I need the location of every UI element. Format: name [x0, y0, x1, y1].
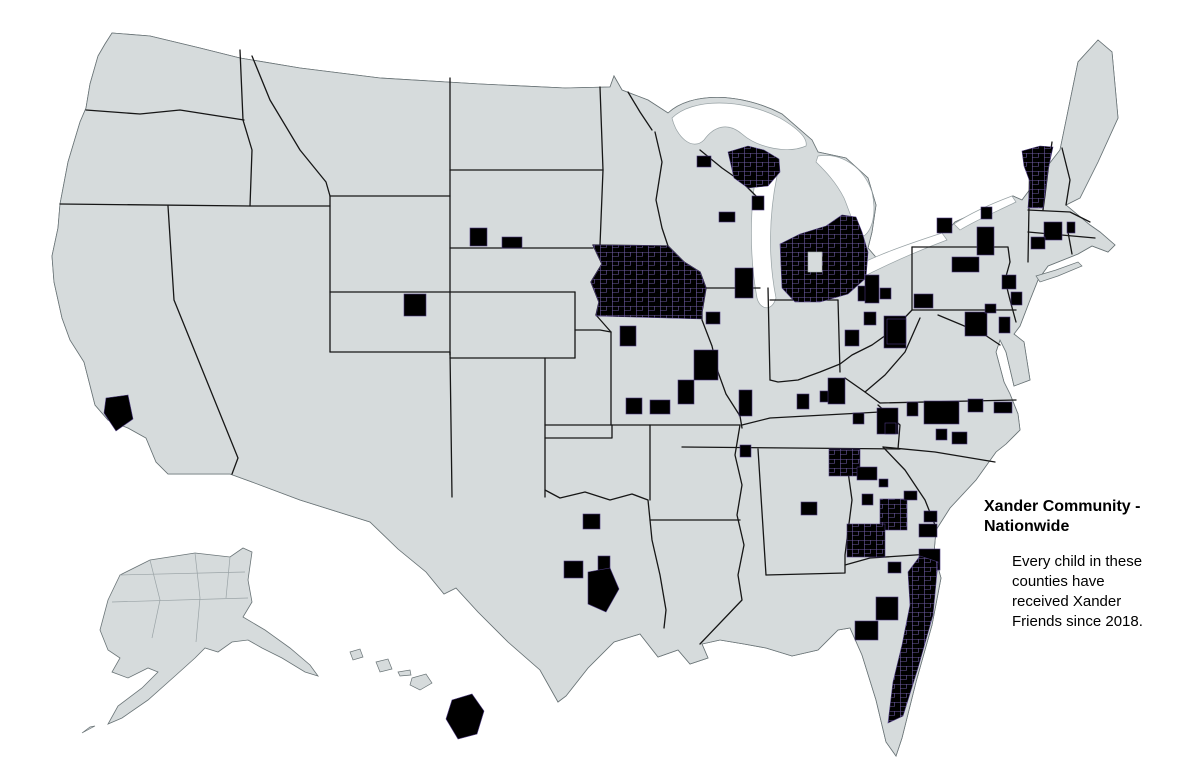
illinois-cluster-2	[738, 389, 753, 417]
missouri-county-4	[677, 379, 695, 405]
southwest-georgia-cluster-texture	[847, 524, 885, 557]
maryland-county	[984, 303, 997, 314]
missouri-river-cluster	[693, 349, 719, 381]
georgia-county-4	[903, 490, 918, 501]
mountain-west-county	[403, 293, 427, 317]
vermont-statewide-texture	[1022, 146, 1053, 208]
indiana-county-3	[863, 311, 877, 326]
michigan-lower-hole	[807, 251, 823, 273]
south-dakota-county	[469, 227, 488, 247]
tennessee-county-2	[906, 401, 919, 417]
wisconsin-county	[696, 155, 712, 168]
new-jersey-county	[1001, 274, 1017, 290]
south-carolina-county	[923, 510, 938, 523]
missouri-county	[619, 325, 637, 347]
pennsylvania-cluster	[951, 256, 980, 273]
missouri-county-3	[649, 399, 671, 415]
michigan-county	[751, 195, 765, 211]
new-york-cluster	[976, 226, 995, 256]
florida-central-cluster	[875, 596, 899, 621]
wisconsin-county-2	[718, 211, 736, 223]
florida-county	[887, 561, 902, 574]
north-carolina-county	[935, 428, 948, 441]
hawaii-inset	[349, 648, 433, 691]
north-carolina-county-2	[951, 431, 968, 445]
hawaii-big-island	[445, 693, 485, 740]
legend: Xander Community - Nationwide Every chil…	[984, 497, 1189, 632]
texas-county-2	[563, 560, 584, 579]
alaska-inset	[81, 547, 320, 734]
north-carolina-coastal	[993, 401, 1013, 414]
legend-item-label: Every child in these counties have recei…	[1012, 553, 1143, 630]
texas-gulf-cluster	[587, 567, 620, 613]
new-york-county	[936, 217, 953, 234]
indiana-county	[844, 329, 860, 347]
florida-east-strip-texture	[888, 556, 938, 723]
south-dakota-county-2	[501, 236, 523, 249]
missouri-county-2	[625, 397, 643, 415]
west-virginia-cluster	[886, 318, 907, 345]
long-island	[1035, 261, 1083, 283]
iowa-statewide-texture	[591, 245, 706, 319]
georgia-county-5	[918, 523, 938, 538]
pennsylvania-county	[913, 293, 934, 309]
kentucky-cluster	[827, 377, 846, 405]
georgia-county	[856, 466, 878, 481]
new-jersey-county-2	[1010, 291, 1023, 306]
rhode-island-county	[1066, 221, 1076, 234]
missouri-county-5	[705, 311, 721, 325]
michigan-lower-cluster-texture	[780, 215, 868, 302]
illinois-cluster	[734, 267, 754, 299]
kentucky-county	[796, 393, 810, 410]
lake-superior	[671, 102, 807, 150]
connecticut-cluster	[1043, 221, 1063, 241]
ohio-cluster	[864, 274, 880, 304]
highlighted-counties-layer	[103, 145, 1076, 740]
california-coastal-county	[103, 394, 134, 432]
connecticut-county	[1030, 236, 1046, 250]
new-york-county-2	[980, 206, 993, 220]
mississippi-county	[739, 444, 752, 458]
georgia-county-3	[878, 478, 889, 488]
east-tennessee-cluster	[923, 400, 960, 425]
highlighted-county-swatch	[984, 554, 1001, 571]
lake-huron	[815, 155, 875, 237]
legend-title: Xander Community - Nationwide	[984, 498, 1141, 535]
legend-item: Every child in these counties have recei…	[984, 552, 1189, 632]
lake-erie	[845, 232, 948, 282]
georgia-county-2	[861, 493, 874, 506]
alabama-county	[800, 501, 818, 516]
michigan-upper-cluster-texture	[728, 146, 780, 188]
maryland-dc-cluster	[964, 311, 988, 337]
delaware-county	[998, 316, 1011, 334]
ohio-county	[879, 287, 892, 300]
tennessee-county-3	[884, 422, 897, 435]
tennessee-county	[852, 412, 865, 425]
atlanta-cluster-texture	[829, 449, 860, 476]
florida-gulf-cluster	[854, 620, 879, 641]
texas-county	[582, 513, 601, 530]
north-carolina-county-3	[967, 398, 984, 413]
